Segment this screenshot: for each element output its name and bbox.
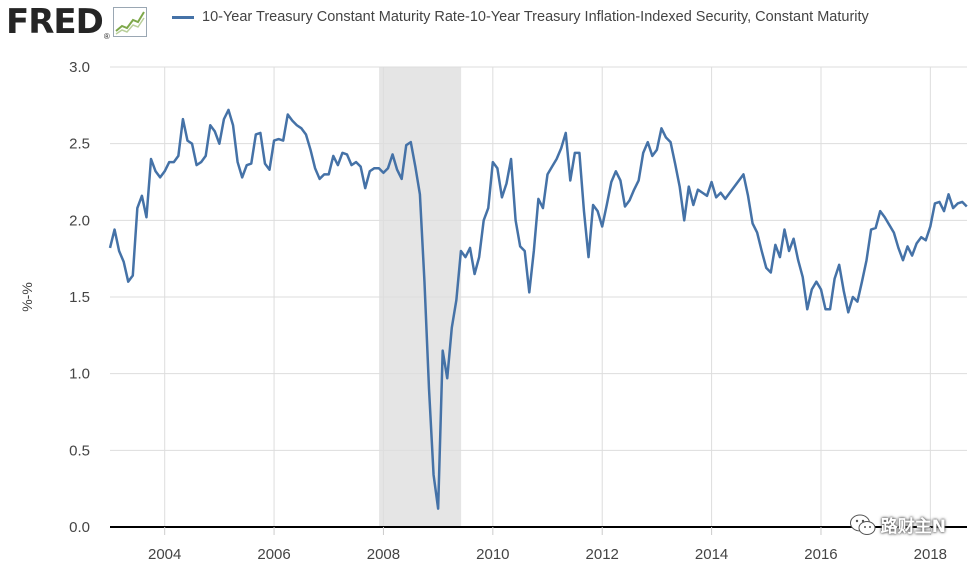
wechat-icon (849, 514, 876, 535)
watermark-text: 路财主N (880, 517, 946, 537)
watermark: 路财主N (849, 512, 946, 537)
x-tick-label: 2014 (695, 546, 728, 563)
fred-logo[interactable]: FRED ® (6, 2, 147, 42)
y-tick-label: 0.5 (69, 442, 90, 459)
x-tick-label: 2008 (367, 546, 400, 563)
y-tick-label: 0.0 (69, 519, 90, 536)
x-tick-label: 2004 (148, 546, 181, 563)
y-tick-label: 1.5 (69, 289, 90, 306)
chart-header: FRED ® 10-Year Treasury Constant Maturit… (0, 0, 972, 44)
series-line-group (108, 108, 968, 510)
fred-registered-mark: ® (103, 31, 110, 41)
gridlines-group (110, 66, 967, 527)
x-tick-label: 2016 (804, 546, 837, 563)
x-tick-label: 2018 (914, 546, 947, 563)
fred-chart-icon (112, 7, 147, 37)
fred-logo-text: FRED (6, 2, 104, 42)
x-tick-labels-group: 2004 2006 2008 2010 2012 2014 2016 2018 (148, 527, 947, 563)
legend-series-label: 10-Year Treasury Constant Maturity Rate-… (202, 9, 869, 25)
chart-legend[interactable]: 10-Year Treasury Constant Maturity Rate-… (172, 9, 869, 25)
y-tick-label: 1.0 (69, 366, 90, 383)
x-tick-label: 2010 (476, 546, 509, 563)
series-line-0[interactable] (108, 108, 968, 510)
x-tick-label: 2006 (257, 546, 290, 563)
y-tick-labels-group: 0.0 0.5 1.0 1.5 2.0 2.5 3.0 (69, 59, 90, 536)
y-tick-label: 3.0 (69, 59, 90, 76)
x-tick-label: 2012 (586, 546, 619, 563)
legend-swatch (172, 15, 194, 19)
y-tick-label: 2.5 (69, 136, 90, 153)
y-axis-label: %-% (19, 282, 35, 312)
y-tick-label: 2.0 (69, 212, 90, 229)
